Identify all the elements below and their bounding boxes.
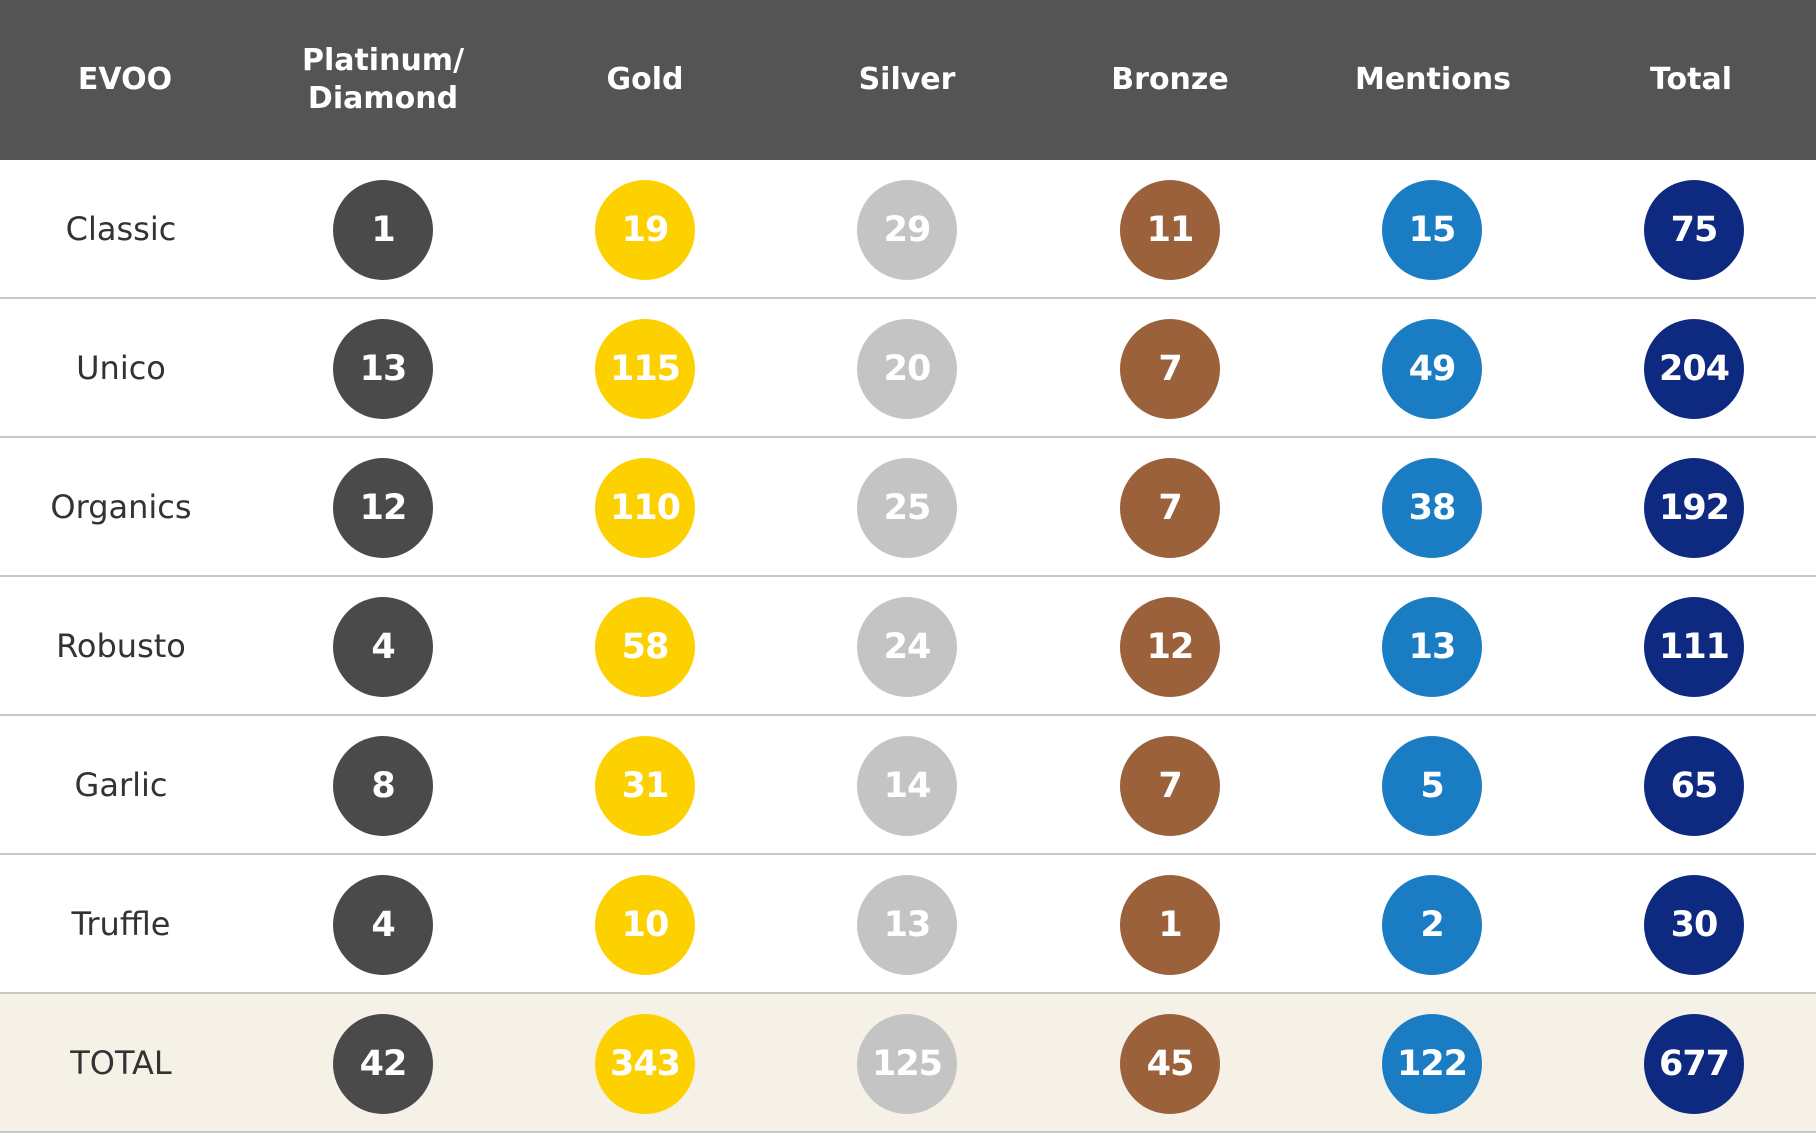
total-count-badge: 192 bbox=[1644, 458, 1744, 558]
row-label: Truffle bbox=[71, 904, 171, 943]
silver-count-badge: 29 bbox=[857, 180, 957, 280]
total-count-badge: 65 bbox=[1644, 736, 1744, 836]
row-label: Robusto bbox=[56, 626, 186, 665]
table-row: Garlic 8 31 14 7 5 65 bbox=[0, 716, 1816, 855]
platinum-diamond-count-badge: 13 bbox=[333, 319, 433, 419]
total-count-badge: 75 bbox=[1644, 180, 1744, 280]
mentions-count-badge: 5 bbox=[1382, 736, 1482, 836]
platinum-diamond-count-badge: 12 bbox=[333, 458, 433, 558]
bronze-count-badge: 11 bbox=[1120, 180, 1220, 280]
mentions-count-badge: 2 bbox=[1382, 875, 1482, 975]
bronze-count-badge: 7 bbox=[1120, 736, 1220, 836]
column-header-platinum-diamond: Platinum/ Diamond bbox=[301, 43, 465, 116]
mentions-count-badge: 49 bbox=[1382, 319, 1482, 419]
row-label: Unico bbox=[76, 348, 166, 387]
table-row: Classic 1 19 29 11 15 75 bbox=[0, 160, 1816, 299]
column-header-gold: Gold bbox=[606, 62, 684, 97]
gold-count-badge: 343 bbox=[595, 1014, 695, 1114]
silver-count-badge: 20 bbox=[857, 319, 957, 419]
platinum-diamond-count-badge: 1 bbox=[333, 180, 433, 280]
silver-count-badge: 14 bbox=[857, 736, 957, 836]
platinum-diamond-count-badge: 42 bbox=[333, 1014, 433, 1114]
gold-count-badge: 110 bbox=[595, 458, 695, 558]
silver-count-badge: 25 bbox=[857, 458, 957, 558]
mentions-count-badge: 13 bbox=[1382, 597, 1482, 697]
platinum-diamond-count-badge: 8 bbox=[333, 736, 433, 836]
column-header-silver: Silver bbox=[858, 62, 956, 97]
total-count-badge: 111 bbox=[1644, 597, 1744, 697]
row-label: Garlic bbox=[74, 765, 168, 804]
table-row: Truffle 4 10 13 1 2 30 bbox=[0, 855, 1816, 994]
bronze-count-badge: 12 bbox=[1120, 597, 1220, 697]
table-row: Robusto 4 58 24 12 13 111 bbox=[0, 577, 1816, 716]
mentions-count-badge: 122 bbox=[1382, 1014, 1482, 1114]
row-label: Organics bbox=[50, 487, 192, 526]
gold-count-badge: 58 bbox=[595, 597, 695, 697]
silver-count-badge: 13 bbox=[857, 875, 957, 975]
total-count-badge: 677 bbox=[1644, 1014, 1744, 1114]
table-row: Unico 13 115 20 7 49 204 bbox=[0, 299, 1816, 438]
gold-count-badge: 115 bbox=[595, 319, 695, 419]
platinum-diamond-count-badge: 4 bbox=[333, 597, 433, 697]
table-row: Organics 12 110 25 7 38 192 bbox=[0, 438, 1816, 577]
table-total-row: TOTAL 42 343 125 45 122 677 bbox=[0, 994, 1816, 1133]
silver-count-badge: 24 bbox=[857, 597, 957, 697]
bronze-count-badge: 45 bbox=[1120, 1014, 1220, 1114]
gold-count-badge: 10 bbox=[595, 875, 695, 975]
mentions-count-badge: 38 bbox=[1382, 458, 1482, 558]
mentions-count-badge: 15 bbox=[1382, 180, 1482, 280]
bronze-count-badge: 7 bbox=[1120, 319, 1220, 419]
column-header-evoo: EVOO bbox=[77, 62, 173, 97]
gold-count-badge: 19 bbox=[595, 180, 695, 280]
column-header-mentions: Mentions bbox=[1354, 62, 1511, 97]
gold-count-badge: 31 bbox=[595, 736, 695, 836]
bronze-count-badge: 1 bbox=[1120, 875, 1220, 975]
total-count-badge: 204 bbox=[1644, 319, 1744, 419]
bronze-count-badge: 7 bbox=[1120, 458, 1220, 558]
total-count-badge: 30 bbox=[1644, 875, 1744, 975]
column-header-total: Total bbox=[1650, 62, 1732, 97]
platinum-diamond-count-badge: 4 bbox=[333, 875, 433, 975]
silver-count-badge: 125 bbox=[857, 1014, 957, 1114]
column-header-bronze: Bronze bbox=[1111, 62, 1229, 97]
table-header: EVOO Platinum/ Diamond Gold Silver Bronz… bbox=[0, 0, 1816, 160]
row-label: Classic bbox=[65, 209, 177, 248]
row-label: TOTAL bbox=[70, 1043, 172, 1082]
